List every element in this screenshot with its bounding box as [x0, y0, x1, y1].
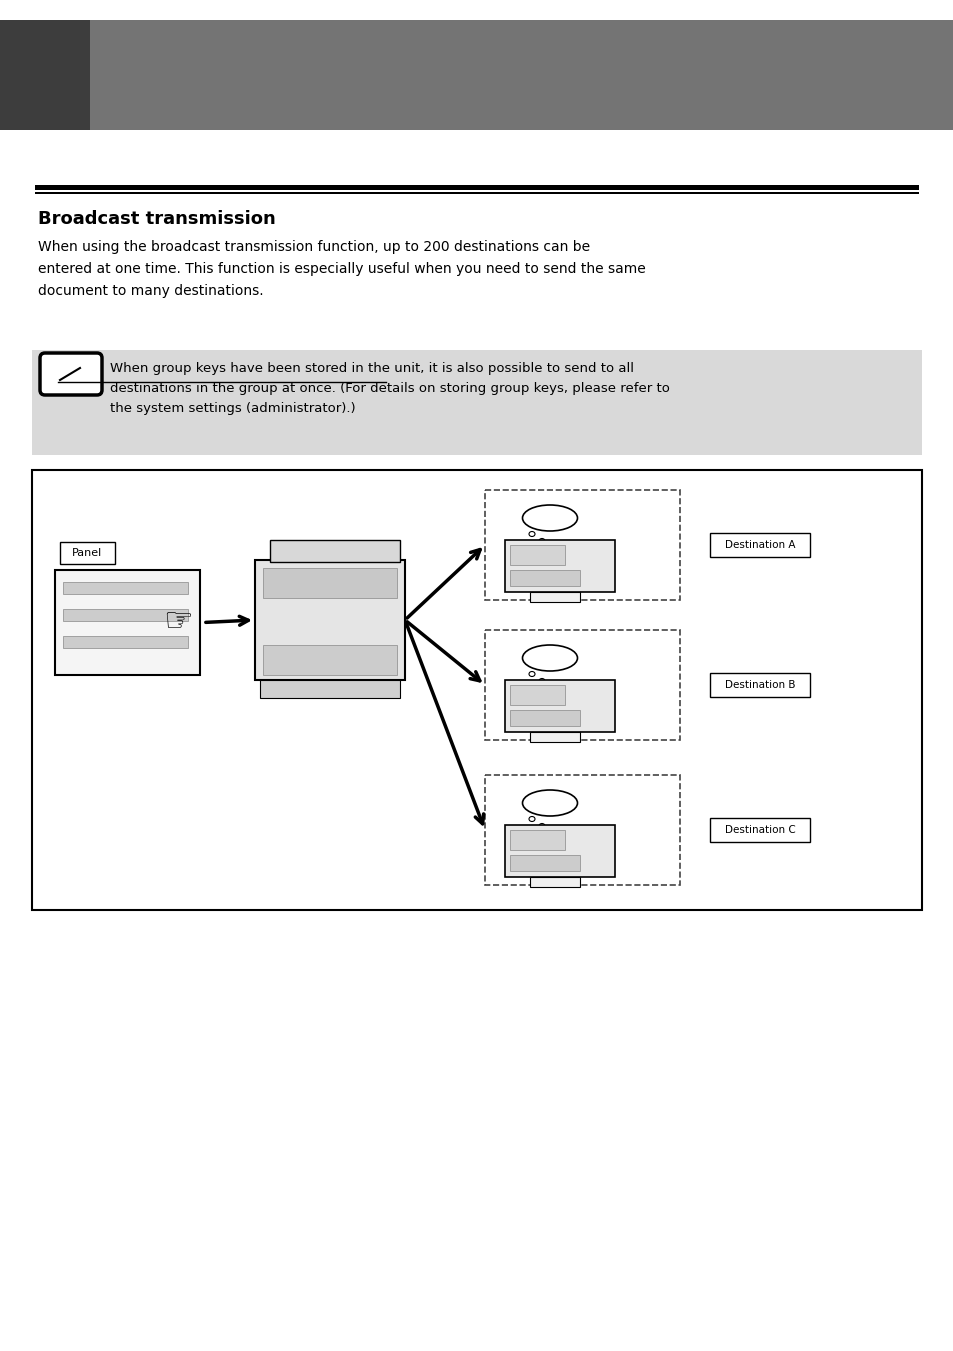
Ellipse shape — [538, 678, 544, 684]
Bar — [63, 582, 188, 594]
Ellipse shape — [522, 644, 577, 671]
Bar — [35, 192, 918, 195]
Ellipse shape — [548, 546, 555, 550]
Bar — [484, 490, 679, 600]
Bar — [263, 567, 396, 598]
Bar — [0, 20, 90, 130]
Bar — [260, 680, 399, 698]
Bar — [63, 609, 188, 621]
Bar — [709, 534, 809, 557]
Bar — [263, 644, 396, 676]
Text: Destination B: Destination B — [724, 680, 795, 690]
Bar — [32, 470, 921, 911]
Bar — [484, 775, 679, 885]
Text: When group keys have been stored in the unit, it is also possible to send to all: When group keys have been stored in the … — [110, 362, 634, 376]
Text: destinations in the group at once. (For details on storing group keys, please re: destinations in the group at once. (For … — [110, 382, 669, 394]
Bar — [510, 711, 579, 725]
Bar — [270, 540, 399, 562]
Ellipse shape — [522, 790, 577, 816]
Ellipse shape — [522, 505, 577, 531]
Ellipse shape — [529, 531, 535, 536]
Bar — [63, 636, 188, 648]
Text: document to many destinations.: document to many destinations. — [38, 284, 263, 299]
Bar — [60, 542, 115, 563]
Text: the system settings (administrator).): the system settings (administrator).) — [110, 403, 355, 415]
Bar — [510, 855, 579, 871]
Bar — [55, 570, 200, 676]
Bar — [254, 561, 405, 680]
Bar — [504, 680, 615, 732]
Bar — [510, 544, 564, 565]
Bar — [504, 540, 615, 592]
Bar — [35, 185, 918, 190]
Bar — [709, 817, 809, 842]
Bar — [32, 350, 921, 455]
Text: entered at one time. This function is especially useful when you need to send th: entered at one time. This function is es… — [38, 262, 645, 276]
Bar — [510, 570, 579, 586]
FancyBboxPatch shape — [40, 353, 102, 394]
Bar — [484, 630, 679, 740]
Bar — [530, 732, 579, 742]
Text: Destination C: Destination C — [724, 825, 795, 835]
Ellipse shape — [529, 816, 535, 821]
Ellipse shape — [529, 671, 535, 677]
Bar — [510, 830, 564, 850]
Ellipse shape — [538, 539, 544, 543]
Text: When using the broadcast transmission function, up to 200 destinations can be: When using the broadcast transmission fu… — [38, 240, 590, 254]
Ellipse shape — [548, 831, 555, 835]
Text: ☞: ☞ — [163, 605, 193, 639]
Bar — [504, 825, 615, 877]
Bar — [510, 685, 564, 705]
Bar — [90, 20, 953, 130]
Ellipse shape — [548, 685, 555, 690]
Text: Broadcast transmission: Broadcast transmission — [38, 209, 275, 228]
Bar — [530, 592, 579, 603]
Ellipse shape — [538, 824, 544, 828]
Bar — [709, 673, 809, 697]
Bar — [530, 877, 579, 888]
Text: Destination A: Destination A — [724, 540, 795, 550]
Text: Panel: Panel — [71, 549, 102, 558]
